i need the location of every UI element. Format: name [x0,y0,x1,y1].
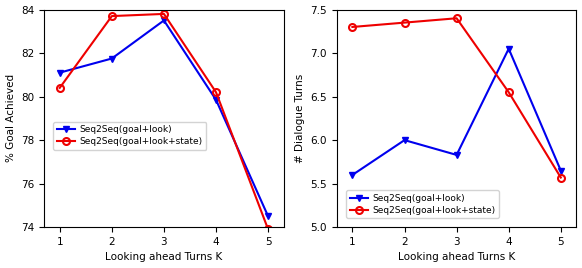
Legend: Seq2Seq(goal+look), Seq2Seq(goal+look+state): Seq2Seq(goal+look), Seq2Seq(goal+look+st… [54,122,206,150]
Seq2Seq(goal+look+state) [558,176,565,179]
Line: Seq2Seq(goal+look+state): Seq2Seq(goal+look+state) [56,10,272,233]
Seq2Seq(goal+look+state) [505,91,512,94]
Seq2Seq(goal+look) [558,169,565,172]
Line: Seq2Seq(goal+look): Seq2Seq(goal+look) [349,45,565,178]
Legend: Seq2Seq(goal+look), Seq2Seq(goal+look+state): Seq2Seq(goal+look), Seq2Seq(goal+look+st… [346,190,499,218]
Seq2Seq(goal+look+state) [161,12,168,16]
Seq2Seq(goal+look) [161,19,168,22]
Line: Seq2Seq(goal+look+state): Seq2Seq(goal+look+state) [349,15,565,181]
Seq2Seq(goal+look) [108,57,115,60]
Seq2Seq(goal+look) [453,153,460,157]
Seq2Seq(goal+look+state) [453,17,460,20]
X-axis label: Looking ahead Turns K: Looking ahead Turns K [398,252,515,262]
Seq2Seq(goal+look+state) [401,21,408,24]
Seq2Seq(goal+look+state) [108,14,115,18]
X-axis label: Looking ahead Turns K: Looking ahead Turns K [105,252,222,262]
Seq2Seq(goal+look+state) [349,25,356,29]
Seq2Seq(goal+look) [56,71,63,74]
Y-axis label: % Goal Achieved: % Goal Achieved [6,74,16,162]
Seq2Seq(goal+look) [505,47,512,50]
Seq2Seq(goal+look) [349,173,356,177]
Seq2Seq(goal+look+state) [212,91,219,94]
Line: Seq2Seq(goal+look): Seq2Seq(goal+look) [56,17,272,220]
Seq2Seq(goal+look) [265,215,272,218]
Seq2Seq(goal+look) [401,139,408,142]
Y-axis label: # Dialogue Turns: # Dialogue Turns [295,74,305,163]
Seq2Seq(goal+look+state) [265,228,272,231]
Seq2Seq(goal+look+state) [56,86,63,90]
Seq2Seq(goal+look) [212,98,219,102]
